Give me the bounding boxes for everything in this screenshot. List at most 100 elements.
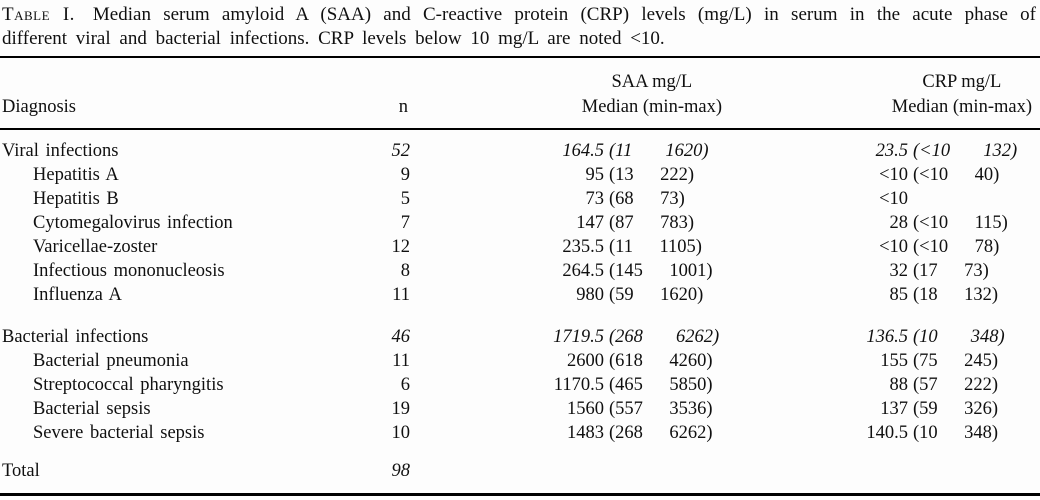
saa-range-cell: (68 73)	[609, 189, 685, 209]
n-cell: 12	[391, 237, 411, 257]
diagnosis-cell: Cytomegalovirus infection	[33, 213, 233, 233]
n-cell: 11	[392, 351, 410, 371]
crp-range-cell	[908, 187, 1040, 211]
table-row: Bacterial infections 46 1719.5 (268 6262…	[0, 325, 1040, 349]
n-cell: 19	[391, 399, 411, 419]
n-cell: 8	[400, 261, 410, 281]
n-cell: 11	[392, 285, 410, 305]
saa-range-cell: (268 6262)	[609, 327, 720, 347]
table-row: Hepatitis A 9 95 (13 222) <10 (<10 40)	[0, 163, 1040, 187]
table-row: Bacterial pneumonia 11 2600 (618 4260) 1…	[0, 349, 1040, 373]
table-row: Influenza A 11 980 (59 1620) 85 (18 132)	[0, 283, 1040, 307]
crp-median-cell: 88	[889, 375, 909, 395]
table-header-row: Diagnosis n SAA mg/L Median (min-max) CR…	[0, 56, 1040, 130]
header-diagnosis: Diagnosis	[0, 58, 338, 128]
saa-median-cell: 235.5	[562, 237, 604, 257]
saa-range-cell: (145 1001)	[609, 261, 713, 281]
crp-range-cell: (<10 40)	[913, 165, 1000, 185]
header-n-label: n	[398, 97, 408, 117]
n-cell: 10	[391, 423, 411, 443]
header-crp-median: Median (min-max)	[891, 97, 1032, 117]
crp-median-cell: 137	[880, 399, 908, 419]
table-body: Viral infections 52 164.5 (11 1620) 23.5…	[0, 130, 1040, 496]
table-row: Total 98	[0, 459, 1040, 483]
saa-median-cell: 1560	[567, 399, 604, 419]
saa-range-cell: (557 3536)	[609, 399, 713, 419]
crp-median-cell: <10	[879, 189, 908, 209]
crp-median-cell: 23.5	[875, 141, 908, 161]
diagnosis-cell: Total	[2, 461, 40, 481]
saa-range-cell: (268 6262)	[609, 423, 713, 443]
table-row: Viral infections 52 164.5 (11 1620) 23.5…	[0, 139, 1040, 163]
header-diagnosis-label: Diagnosis	[2, 97, 76, 117]
saa-range-cell: (618 4260)	[609, 351, 713, 371]
table-row: Bacterial sepsis 19 1560 (557 3536) 137 …	[0, 397, 1040, 421]
header-saa: SAA mg/L Median (min-max)	[412, 58, 760, 128]
diagnosis-cell: Bacterial sepsis	[33, 399, 151, 419]
n-cell: 9	[400, 165, 410, 185]
saa-median-cell: 1719.5	[553, 327, 604, 347]
diagnosis-cell: Hepatitis A	[33, 165, 119, 185]
crp-range-cell: (<10 132)	[913, 141, 1018, 161]
saa-median-cell: 95	[585, 165, 605, 185]
crp-median-cell	[760, 459, 908, 483]
diagnosis-cell: Viral infections	[2, 141, 119, 161]
crp-range-cell: (17 73)	[913, 261, 989, 281]
crp-range-cell: (<10 78)	[913, 237, 1000, 257]
saa-range-cell: (465 5850)	[609, 375, 713, 395]
table-caption-label: Table I.	[2, 4, 75, 25]
saa-median-cell: 164.5	[562, 141, 604, 161]
saa-median-cell: 73	[585, 189, 605, 209]
diagnosis-cell: Streptococcal pharyngitis	[33, 375, 224, 395]
header-n: n	[338, 58, 412, 128]
saa-median-cell: 980	[576, 285, 604, 305]
diagnosis-cell: Bacterial pneumonia	[33, 351, 189, 371]
table-row: Varicellae-zoster 12 235.5 (11 1105) <10…	[0, 235, 1040, 259]
saa-range-cell	[604, 459, 760, 483]
crp-median-cell: 32	[889, 261, 909, 281]
n-cell: 6	[400, 375, 410, 395]
crp-median-cell: <10	[879, 237, 908, 257]
diagnosis-cell: Varicellae-zoster	[33, 237, 158, 257]
crp-median-cell: 155	[880, 351, 908, 371]
diagnosis-cell: Infectious mononucleosis	[33, 261, 225, 281]
table-caption: Table I. Median serum amyloid A (SAA) and…	[0, 0, 1040, 51]
n-cell: 5	[400, 189, 410, 209]
saa-median-cell: 264.5	[562, 261, 604, 281]
saa-range-cell: (13 222)	[609, 165, 695, 185]
crp-range-cell: (10 348)	[913, 327, 1005, 347]
crp-median-cell: 140.5	[866, 423, 908, 443]
saa-median-cell: 2600	[567, 351, 604, 371]
table-row: Severe bacterial sepsis 10 1483 (268 626…	[0, 421, 1040, 445]
diagnosis-cell: Influenza A	[33, 285, 122, 305]
saa-range-cell: (87 783)	[609, 213, 695, 233]
crp-range-cell: (57 222)	[913, 375, 999, 395]
crp-range-cell: (<10 115)	[913, 213, 1008, 233]
header-saa-median: Median (min-max)	[581, 97, 722, 117]
header-crp-units: CRP mg/L	[922, 72, 1002, 92]
crp-median-cell: 85	[889, 285, 909, 305]
crp-range-cell: (18 132)	[913, 285, 999, 305]
saa-median-cell: 147	[576, 213, 604, 233]
saa-median-cell: 1483	[567, 423, 604, 443]
crp-range-cell: (75 245)	[913, 351, 999, 371]
table-caption-text: Median serum amyloid A (SAA) and C-react…	[2, 4, 1037, 49]
header-crp: CRP mg/L Median (min-max)	[760, 58, 1040, 128]
crp-median-cell: 136.5	[866, 327, 908, 347]
saa-median-cell	[412, 459, 604, 483]
table-row: Infectious mononucleosis 8 264.5 (145 10…	[0, 259, 1040, 283]
diagnosis-cell: Bacterial infections	[2, 327, 149, 347]
crp-range-cell: (59 326)	[913, 399, 999, 419]
crp-range-cell: (10 348)	[913, 423, 999, 443]
diagnosis-cell: Severe bacterial sepsis	[33, 423, 205, 443]
diagnosis-cell: Hepatitis B	[33, 189, 119, 209]
crp-range-cell	[908, 459, 1040, 483]
saa-range-cell: (59 1620)	[609, 285, 704, 305]
header-saa-units: SAA mg/L	[611, 72, 693, 92]
table-row: Cytomegalovirus infection 7 147 (87 783)…	[0, 211, 1040, 235]
table-row: Streptococcal pharyngitis 6 1170.5 (465 …	[0, 373, 1040, 397]
crp-median-cell: <10	[879, 165, 908, 185]
n-cell: 46	[391, 327, 411, 347]
n-cell: 98	[391, 461, 411, 481]
